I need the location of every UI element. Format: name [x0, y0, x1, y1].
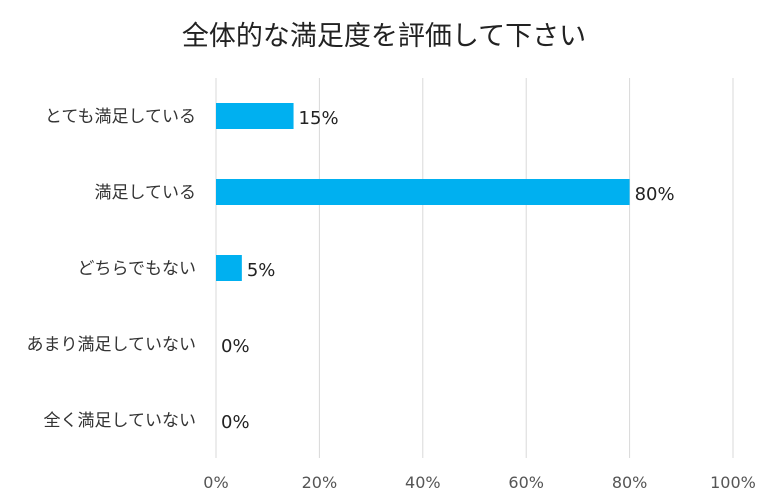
bars: [216, 103, 630, 281]
value-labels: 15% 80% 5% 0% 0%: [221, 108, 675, 433]
x-tick-label: 20%: [302, 473, 338, 492]
bar: [216, 255, 242, 281]
chart-title: 全体的な満足度を評価して下さい: [181, 21, 587, 52]
x-tick-label: 80%: [612, 473, 648, 492]
bar: [216, 103, 294, 129]
value-label: 15%: [299, 108, 339, 129]
x-tick-label: 40%: [405, 473, 441, 492]
gridlines: [215, 78, 734, 458]
x-tick-label: 100%: [710, 473, 756, 492]
x-tick-label: 60%: [508, 473, 544, 492]
category-label: あまり満足していない: [27, 335, 197, 355]
category-label: どちらでもない: [78, 259, 197, 279]
x-axis-tick-labels: 0% 20% 40% 60% 80% 100%: [203, 473, 756, 492]
category-label: とても満足している: [45, 107, 196, 127]
value-label: 0%: [221, 336, 250, 357]
x-tick-label: 0%: [203, 473, 228, 492]
value-label: 0%: [221, 412, 250, 433]
value-label: 5%: [247, 260, 276, 281]
value-label: 80%: [635, 184, 675, 205]
bar: [216, 179, 630, 205]
category-labels: とても満足している満足しているどちらでもないあまり満足していない全く満足していな…: [27, 107, 197, 431]
category-label: 満足している: [95, 183, 197, 203]
category-label: 全く満足していない: [44, 411, 197, 431]
